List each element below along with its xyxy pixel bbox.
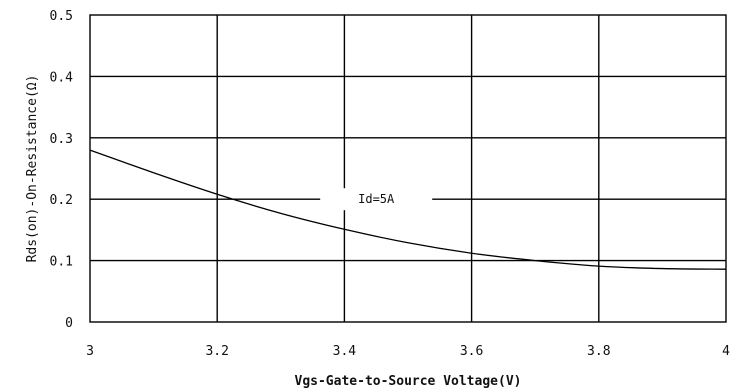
annotation-label: Id=5A [358, 192, 395, 206]
x-tick-label: 3.8 [587, 344, 610, 359]
x-tick-label: 4 [722, 344, 730, 359]
y-tick-label: 0.4 [50, 70, 74, 85]
series-line [89, 149, 727, 270]
x-tick-label: 3.4 [333, 344, 357, 359]
y-tick-label: 0.2 [50, 193, 73, 208]
annotation-background [320, 188, 433, 211]
x-axis-label: Vgs-Gate-to-Source Voltage(V) [295, 374, 522, 389]
y-tick-labels: 0 0.1 0.2 0.3 0.4 0.5 [50, 9, 74, 331]
y-tick-label: 0.1 [50, 255, 73, 270]
x-tick-labels: 3 3.2 3.4 3.6 3.8 4 [86, 344, 730, 359]
annotation-layer: Id=5A [320, 188, 433, 211]
plot-frame [89, 14, 727, 323]
x-tick-label: 3.6 [460, 344, 483, 359]
y-tick-label: 0 [65, 316, 73, 331]
x-tick-label: 3.2 [205, 344, 228, 359]
grid [90, 15, 726, 322]
y-tick-label: 0.5 [50, 9, 73, 24]
y-axis-label: Rds(on)-On-Resistance(Ω) [25, 75, 40, 263]
y-tick-label: 0.3 [50, 132, 73, 147]
series-layer [89, 149, 727, 270]
x-tick-label: 3 [86, 344, 94, 359]
